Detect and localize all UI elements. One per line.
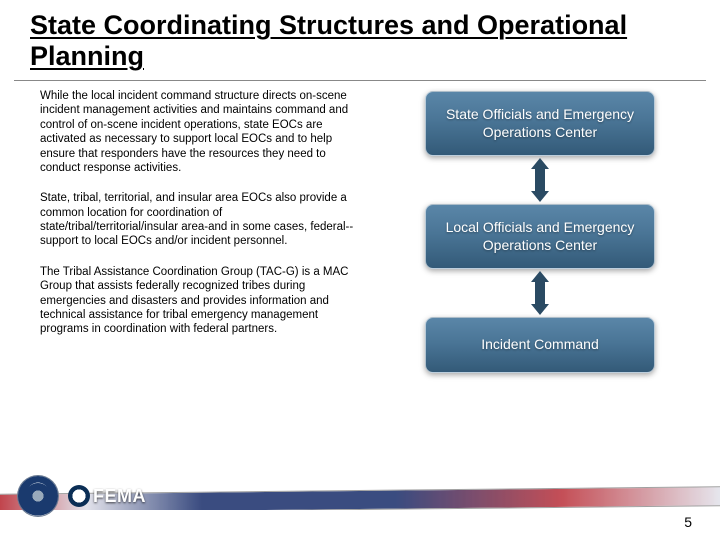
arrow-down-icon xyxy=(531,304,549,315)
paragraph-2: State, tribal, territorial, and insular … xyxy=(40,191,360,249)
node-incident-command: Incident Command xyxy=(425,317,655,373)
node-state-eoc: State Officials and Emergency Operations… xyxy=(425,91,655,156)
arrow-up-icon xyxy=(531,271,549,282)
paragraph-3: The Tribal Assistance Coordination Group… xyxy=(40,265,360,337)
footer-logos: FEMA xyxy=(18,476,146,516)
slide-title: State Coordinating Structures and Operat… xyxy=(30,10,690,72)
connector-1 xyxy=(531,158,549,202)
slide: State Coordinating Structures and Operat… xyxy=(0,0,720,540)
paragraph-1: While the local incident command structu… xyxy=(40,89,360,175)
flow-diagram: State Officials and Emergency Operations… xyxy=(388,89,692,373)
fema-text: FEMA xyxy=(93,486,146,507)
connector-2 xyxy=(531,271,549,315)
arrow-stem xyxy=(535,282,545,304)
arrow-stem xyxy=(535,169,545,191)
node-local-eoc: Local Officials and Emergency Operations… xyxy=(425,204,655,269)
dhs-seal-icon xyxy=(18,476,58,516)
footer: FEMA 5 xyxy=(0,478,720,540)
arrow-up-icon xyxy=(531,158,549,169)
fema-mark-icon xyxy=(68,485,90,507)
fema-logo: FEMA xyxy=(68,485,146,507)
title-block: State Coordinating Structures and Operat… xyxy=(0,0,720,78)
arrow-down-icon xyxy=(531,191,549,202)
page-number: 5 xyxy=(684,514,692,530)
body-text-column: While the local incident command structu… xyxy=(40,89,360,373)
content-row: While the local incident command structu… xyxy=(0,81,720,373)
